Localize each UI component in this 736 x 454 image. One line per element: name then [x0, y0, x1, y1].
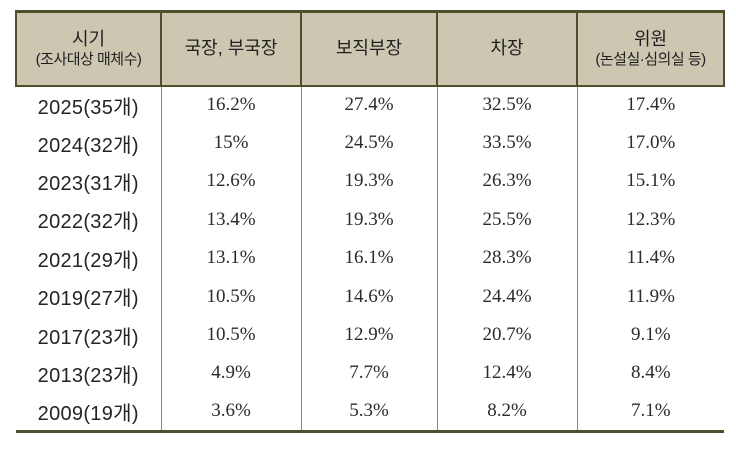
period-cell: 2023(31개): [37, 172, 139, 195]
value-cell: 14.6%: [300, 277, 437, 316]
table-row: 2025(35개) 16.2% 27.4% 32.5% 17.4%: [16, 85, 724, 124]
value-cell: 9.1%: [576, 315, 724, 355]
value-cell: 13.4%: [160, 200, 301, 240]
table-row: 2013(23개) 4.9% 7.7% 12.4% 8.4%: [16, 354, 724, 393]
header-col-committee: 위원 (논설실·심의실 등): [576, 10, 725, 87]
value-cell: 17.4%: [576, 85, 724, 124]
value-cell: 5.3%: [300, 392, 437, 433]
period-cell: 2024(32개): [37, 134, 139, 157]
header-row: 시기 (조사대상 매체수) 국장, 부국장 보직부장 차장 위원 (논설실·심의…: [15, 10, 725, 87]
value-cell: 15%: [160, 123, 301, 163]
media-position-share-table: 시기 (조사대상 매체수) 국장, 부국장 보직부장 차장 위원 (논설실·심의…: [15, 10, 725, 433]
header-col-committee-subtitle: (논설실·심의실 등): [595, 50, 706, 68]
period-cell: 2019(27개): [37, 288, 139, 311]
value-cell: 17.0%: [576, 123, 724, 163]
table-row: 2023(31개) 12.6% 19.3% 26.3% 15.1%: [16, 162, 724, 201]
value-cell: 11.4%: [576, 239, 724, 278]
value-cell: 12.6%: [160, 162, 301, 201]
value-cell: 16.1%: [300, 239, 437, 278]
value-cell: 11.9%: [576, 277, 724, 316]
value-cell: 27.4%: [300, 85, 437, 124]
value-cell: 12.3%: [576, 200, 724, 240]
header-col-director: 국장, 부국장: [160, 10, 302, 87]
period-cell: 2017(23개): [37, 326, 139, 349]
value-cell: 19.3%: [300, 200, 437, 240]
table-row: 2009(19개) 3.6% 5.3% 8.2% 7.1%: [16, 392, 724, 433]
header-col-dept-head: 보직부장: [300, 10, 438, 87]
header-col-deputy-head-title: 차장: [490, 37, 524, 58]
period-cell: 2009(19개): [16, 392, 161, 433]
table-row: 2017(23개) 10.5% 12.9% 20.7% 9.1%: [16, 315, 724, 355]
value-cell: 19.3%: [300, 162, 437, 201]
header-col-dept-head-title: 보직부장: [335, 37, 403, 58]
period-cell: 2022(32개): [37, 211, 139, 234]
value-cell: 25.5%: [436, 200, 577, 240]
header-col-director-title: 국장, 부국장: [184, 37, 278, 58]
value-cell: 24.4%: [436, 277, 577, 316]
value-cell: 24.5%: [300, 123, 437, 163]
header-col-period-title: 시기: [71, 28, 106, 49]
value-cell: 20.7%: [436, 315, 577, 355]
value-cell: 12.9%: [300, 315, 437, 355]
value-cell: 10.5%: [160, 277, 301, 316]
value-cell: 15.1%: [576, 162, 724, 201]
header-col-period: 시기 (조사대상 매체수): [15, 10, 162, 87]
header-col-committee-title: 위원: [633, 28, 668, 49]
header-col-period-subtitle: (조사대상 매체수): [35, 50, 142, 68]
period-cell: 2013(23개): [37, 364, 139, 387]
value-cell: 4.9%: [160, 354, 301, 393]
table-row: 2019(27개) 10.5% 14.6% 24.4% 11.9%: [16, 277, 724, 316]
value-cell: 26.3%: [436, 162, 577, 201]
value-cell: 10.5%: [160, 315, 301, 355]
table-body: 2025(35개) 16.2% 27.4% 32.5% 17.4% 2024(32개) 15…: [16, 85, 724, 433]
value-cell: 8.4%: [576, 354, 724, 393]
table-row: 2024(32개) 15% 24.5% 33.5% 17.0%: [16, 123, 724, 163]
value-cell: 16.2%: [160, 85, 301, 124]
period-cell: 2021(29개): [37, 249, 139, 272]
table-row: 2022(32개) 13.4% 19.3% 25.5% 12.3%: [16, 200, 724, 240]
value-cell: 7.1%: [576, 392, 724, 433]
table-row: 2021(29개) 13.1% 16.1% 28.3% 11.4%: [16, 239, 724, 278]
value-cell: 12.4%: [436, 354, 577, 393]
value-cell: 8.2%: [436, 392, 577, 433]
value-cell: 32.5%: [436, 85, 577, 124]
value-cell: 3.6%: [160, 392, 301, 433]
value-cell: 13.1%: [160, 239, 301, 278]
header-col-deputy-head: 차장: [436, 10, 578, 87]
value-cell: 7.7%: [300, 354, 437, 393]
value-cell: 33.5%: [436, 123, 577, 163]
value-cell: 28.3%: [436, 239, 577, 278]
period-cell: 2025(35개): [37, 96, 139, 119]
